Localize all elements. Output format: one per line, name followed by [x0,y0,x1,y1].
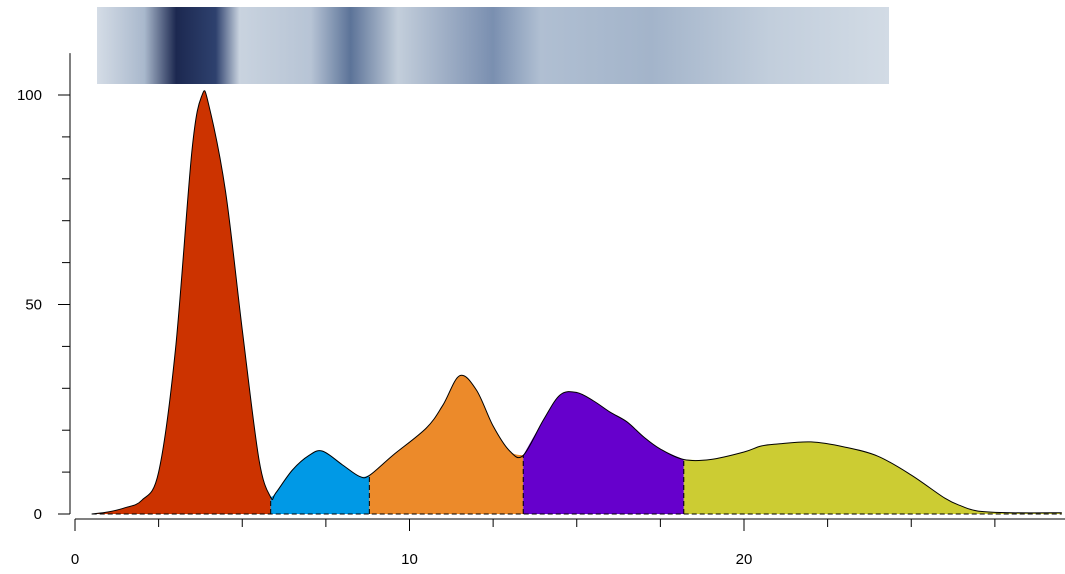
y-tick-label: 100 [17,87,42,104]
gel-image [97,7,889,84]
region-area [683,441,1062,514]
x-tick-label: 0 [71,551,79,568]
x-tick-label: 20 [736,551,753,568]
region-area [369,375,524,514]
x-tick-label: 10 [401,551,418,568]
region-area [91,90,271,514]
region-area [523,391,684,514]
profile-line [91,90,1062,515]
y-tick-label: 50 [25,297,42,314]
y-tick-label: 0 [34,506,42,523]
region-area [270,450,370,514]
